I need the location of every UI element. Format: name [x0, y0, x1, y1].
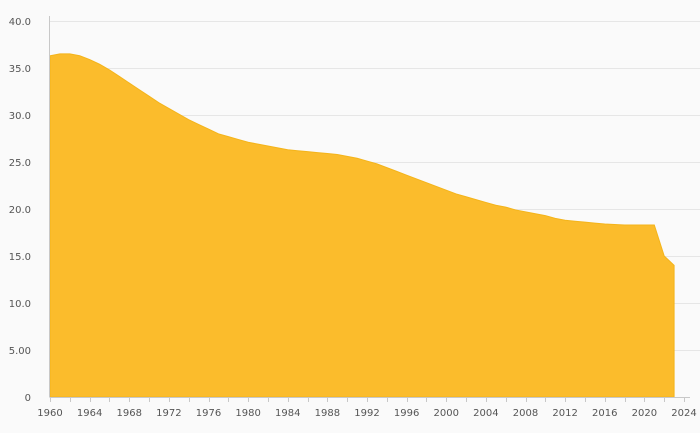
x-tick-label: 2012	[552, 408, 577, 419]
y-tick-label: 35.0	[9, 64, 31, 75]
y-tick-label: 20.0	[9, 205, 31, 216]
x-axis-tick-labels: 1960 1964 1968 1972 1976 1980 1984 1988 1992 1996…	[37, 408, 696, 419]
x-tick-label: 1992	[354, 408, 379, 419]
x-tick-label: 2016	[592, 408, 617, 419]
x-tick-label: 1972	[156, 408, 181, 419]
x-tick-label: 1996	[394, 408, 419, 419]
y-tick-label: 10.0	[9, 299, 31, 310]
axes	[49, 16, 690, 402]
y-tick-label: 0	[25, 393, 31, 404]
x-tick-label: 2008	[513, 408, 538, 419]
x-tick-label: 2024	[671, 408, 696, 419]
y-tick-label: 30.0	[9, 111, 31, 122]
area-series	[49, 53, 675, 398]
x-tick-label: 1964	[77, 408, 102, 419]
y-tick-label: 15.0	[9, 252, 31, 263]
y-tick-label: 40.0	[9, 17, 31, 28]
x-tick-label: 1968	[117, 408, 142, 419]
x-tick-label: 2004	[473, 408, 498, 419]
x-tick-label: 1976	[196, 408, 221, 419]
x-tick-label: 2020	[632, 408, 657, 419]
y-axis-tick-labels: 0 5.00 10.0 15.0 20.0 25.0 30.0 35.0 40.0	[9, 17, 31, 404]
x-tick-label: 2000	[434, 408, 459, 419]
x-tick-label: 1988	[315, 408, 340, 419]
x-tick-label: 1960	[37, 408, 62, 419]
plot-area	[49, 53, 675, 398]
y-tick-label: 5.00	[9, 346, 31, 357]
x-tick-label: 1980	[235, 408, 260, 419]
y-tick-label: 25.0	[9, 158, 31, 169]
x-tick-label: 1984	[275, 408, 300, 419]
